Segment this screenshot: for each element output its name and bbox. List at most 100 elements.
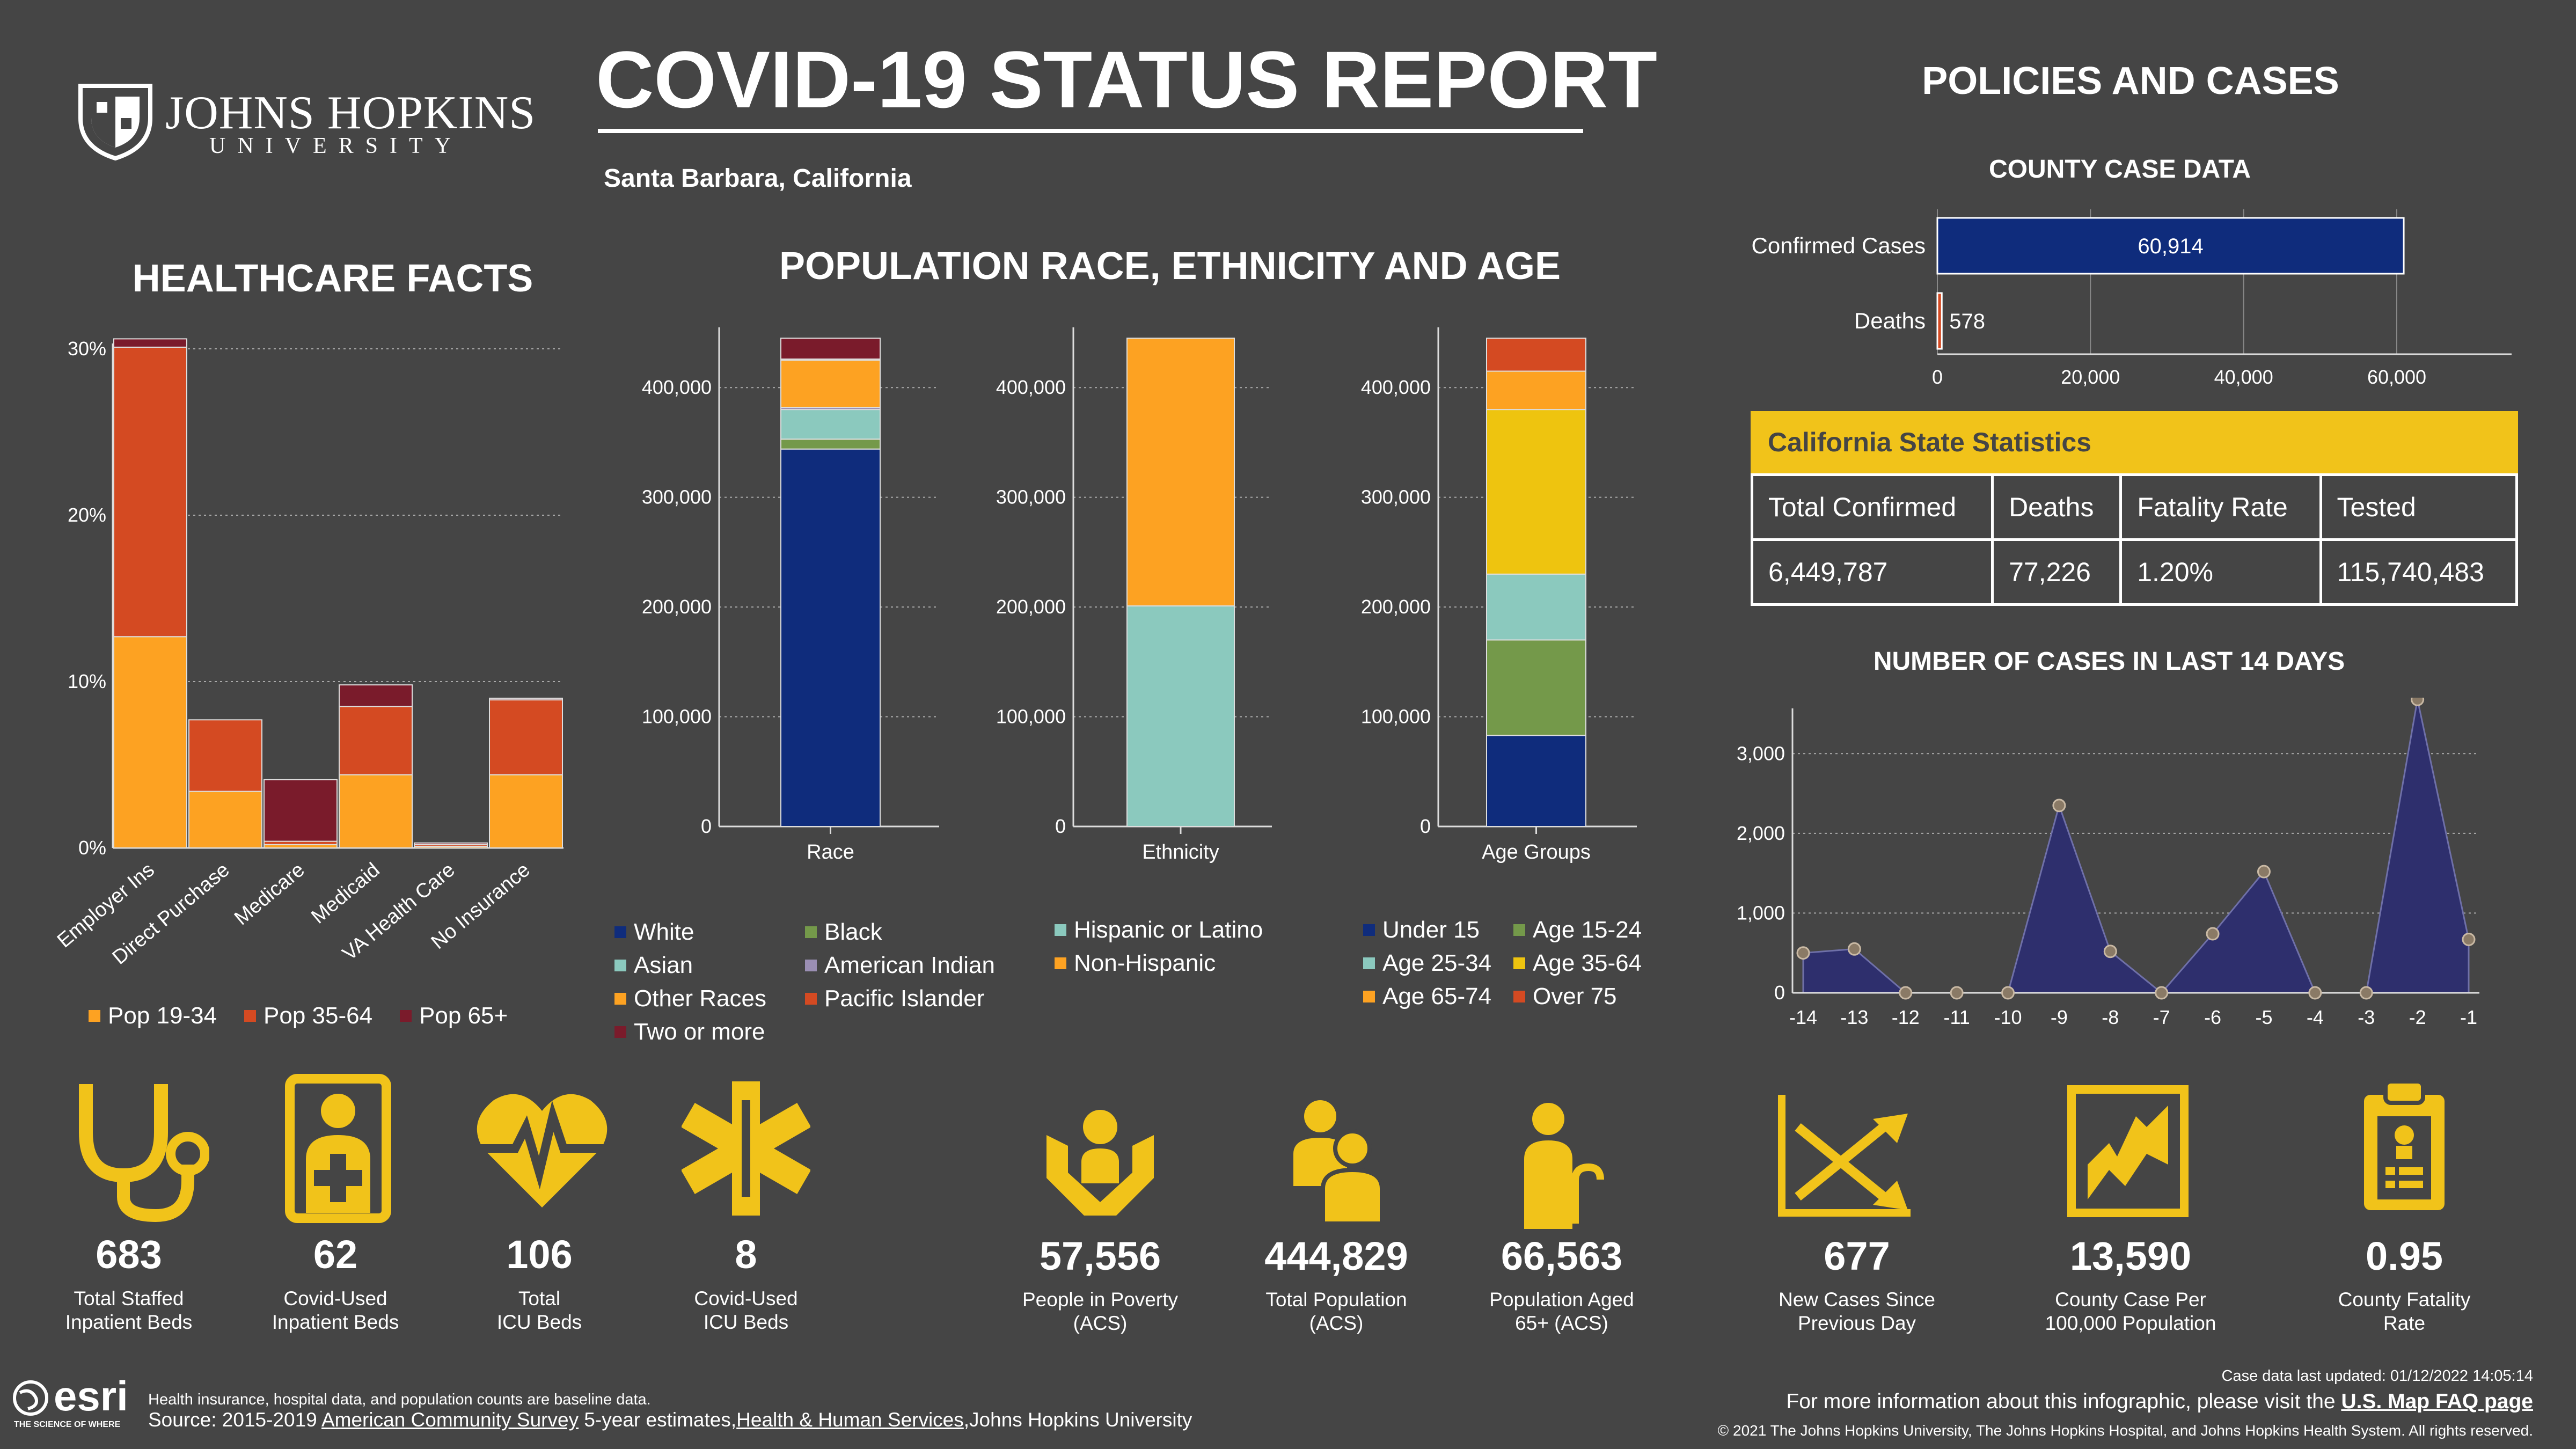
x-tick-label: 40,000	[2214, 366, 2273, 388]
legend-label: Hispanic or Latino	[1074, 917, 1263, 943]
healthcare-title: HEALTHCARE FACTS	[132, 257, 533, 300]
bar-segment	[489, 699, 563, 775]
x-axis-label: Ethnicity	[1142, 841, 1219, 863]
bar-segment	[339, 774, 413, 848]
medical-kit-icon	[285, 1074, 391, 1223]
race-bar-chart: 0 100,000 200,000 300,000 400,000 Race	[642, 327, 939, 863]
stat-value: 106	[506, 1232, 573, 1277]
x-tick-label: -10	[1994, 1006, 2022, 1028]
legend-item: Pop 19-34	[89, 1002, 244, 1029]
stat-label-line: (ACS)	[1073, 1312, 1128, 1334]
stat-label-line: County Case Per	[2055, 1289, 2206, 1311]
legend-swatch	[1363, 991, 1375, 1002]
legend-label: Pop 35-64	[264, 1002, 373, 1029]
population-title: POPULATION RACE, ETHNICITY AND AGE	[779, 245, 1561, 288]
footer-source: Source: 2015-2019 American Community Sur…	[148, 1409, 1192, 1431]
stat-label: Total Staffed Inpatient Beds	[21, 1287, 236, 1334]
y-tick-label: 0%	[78, 837, 106, 859]
state-stats-header: California State Statistics	[1751, 411, 2518, 473]
bar-segment	[1486, 639, 1586, 736]
y-tick-label: 300,000	[996, 486, 1066, 508]
y-tick-label: 3,000	[1737, 742, 1785, 764]
heartbeat-icon	[477, 1094, 608, 1208]
stat-aged-65	[1513, 1100, 1610, 1232]
x-tick-label: -9	[2051, 1006, 2068, 1028]
esri-tagline: THE SCIENCE OF WHERE	[14, 1420, 121, 1429]
acs-link[interactable]: American Community Survey	[321, 1409, 579, 1431]
stat-label-line: Covid-Used	[694, 1287, 798, 1309]
legend-item: Asian	[614, 952, 805, 979]
legend-swatch	[1513, 957, 1525, 969]
bar-segment	[414, 842, 488, 845]
y-tick-label: 400,000	[1361, 376, 1431, 398]
legend-swatch	[614, 926, 626, 938]
legend-item: Pacific Islander	[805, 985, 996, 1012]
state-value-fatality: 1.20%	[2119, 538, 2322, 606]
stat-value: 13,590	[2069, 1234, 2192, 1278]
legend-item: Age 35-64	[1513, 950, 1664, 977]
legend-label: Pacific Islander	[824, 985, 985, 1012]
legend-item: Age 65-74	[1363, 983, 1513, 1010]
state-value-tested: 115,740,483	[2319, 538, 2519, 606]
legend-swatch	[805, 993, 817, 1005]
data-point	[2103, 945, 2117, 958]
legend-item: Other Races	[614, 985, 805, 1012]
legend-item: Pop 65+	[400, 1002, 555, 1029]
stat-fatality	[2359, 1076, 2450, 1218]
page-title: COVID-19 STATUS REPORT	[596, 34, 1657, 125]
faq-link[interactable]: U.S. Map FAQ page	[2341, 1390, 2533, 1413]
stat-label: Population Aged 65+ (ACS)	[1454, 1288, 1669, 1335]
legend-item: Age 15-24	[1513, 917, 1664, 943]
y-tick-label: 0	[1774, 982, 1785, 1004]
x-tick-label: -11	[1943, 1006, 1970, 1028]
state-header-deaths: Deaths	[1991, 473, 2123, 541]
data-point	[2052, 799, 2066, 813]
stat-label: New Cases Since Previous Day	[1750, 1288, 1964, 1335]
legend-label: Pop 19-34	[108, 1002, 217, 1029]
legend-swatch	[1513, 991, 1525, 1002]
state-value-deaths: 77,226	[1991, 538, 2123, 606]
ethnicity-bar-chart: 0 100,000 200,000 300,000 400,000 Ethnicity	[996, 327, 1272, 863]
trend-arrows-icon	[1778, 1095, 1911, 1217]
legend-swatch	[400, 1010, 412, 1022]
legend-swatch	[1363, 924, 1375, 936]
data-point	[1796, 946, 1810, 960]
stat-value: 0.95	[2365, 1234, 2443, 1278]
legend-label: Pop 65+	[419, 1002, 508, 1029]
globe-icon	[13, 1380, 48, 1416]
hands-person-icon	[1046, 1110, 1154, 1216]
y-tick-label: 30%	[68, 338, 106, 360]
clipboard-icon	[2364, 1079, 2445, 1210]
state-stats-table: Total Confirmed Deaths Fatality Rate Tes…	[1750, 473, 2519, 606]
last-updated: Case data last updated: 01/12/2022 14:05…	[2221, 1367, 2533, 1385]
age-bar-chart: 0 100,000 200,000 300,000 400,000 Age Groups	[1361, 327, 1637, 863]
stat-label-line: Covid-Used	[283, 1287, 387, 1309]
legend-item: White	[614, 919, 805, 946]
bar-segment	[1486, 573, 1586, 641]
county-map-icon	[2067, 1085, 2189, 1217]
legend-swatch	[1055, 957, 1066, 969]
stat-label-line: People in Poverty	[1022, 1289, 1178, 1311]
bar-segment	[113, 338, 187, 348]
stat-label: Total Population (ACS)	[1229, 1288, 1444, 1335]
y-tick-label: 0	[1420, 815, 1431, 837]
x-tick-label: 60,000	[2367, 366, 2426, 388]
stat-per-100k	[2066, 1084, 2190, 1221]
bar-segment	[1486, 370, 1586, 411]
stat-value: 677	[1824, 1234, 1890, 1278]
bar-segment	[188, 791, 262, 848]
title-underline	[598, 129, 1583, 133]
legend-label: Age 25-34	[1382, 950, 1492, 976]
data-point	[1899, 986, 1913, 1000]
x-tick-label: -12	[1892, 1006, 1920, 1028]
stat-label-line: New Cases Since	[1778, 1289, 1935, 1311]
data-label: 60,914	[2138, 235, 2203, 258]
state-header-fatality: Fatality Rate	[2119, 473, 2322, 541]
bar-segment	[339, 706, 413, 775]
y-tick-label: 100,000	[996, 706, 1066, 728]
ethnicity-legend: Hispanic or Latino Non-Hispanic	[1055, 917, 1323, 983]
bar-segment	[780, 360, 881, 408]
stat-label-line: Total	[518, 1287, 561, 1309]
legend-item: Over 75	[1513, 983, 1664, 1010]
hhs-link[interactable]: Health & Human Services	[736, 1409, 964, 1431]
